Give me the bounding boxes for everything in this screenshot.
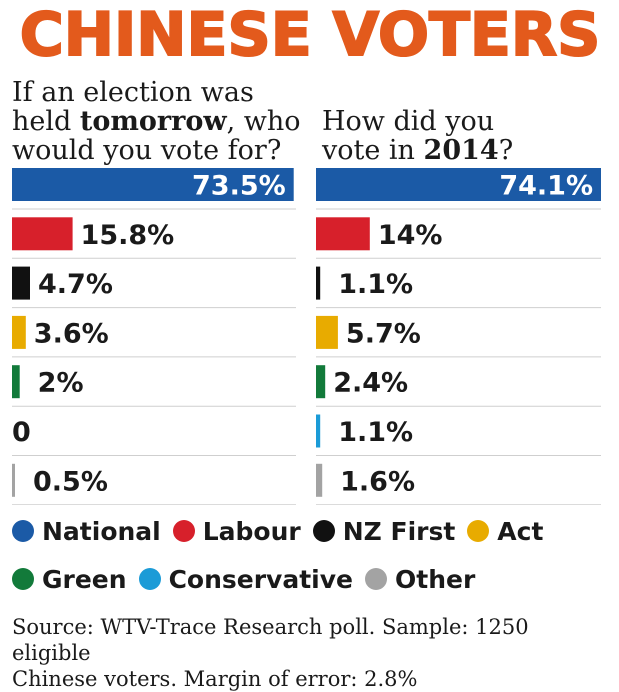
question-text: vote in <box>322 135 424 166</box>
bar-in-2014-labour <box>316 217 370 251</box>
data-label-tomorrow-act: 3.6% <box>34 318 109 349</box>
bar-tomorrow-other <box>12 463 15 497</box>
question-line: held tomorrow, who <box>12 107 302 136</box>
bar-in-2014-conservative <box>316 414 321 448</box>
question-line: would you vote for? <box>12 135 282 166</box>
source-line: Source: WTV-Trace Research poll. Sample:… <box>12 615 529 665</box>
legend-label: Other <box>395 565 476 594</box>
source-line: Chinese voters. Margin of error: 2.8% <box>12 667 418 691</box>
bar-in-2014-green <box>316 365 326 399</box>
legend-dot-icon <box>365 568 387 590</box>
legend-dot-icon <box>312 520 335 542</box>
bar-tomorrow-national <box>12 168 294 201</box>
source-note: Source: WTV-Trace Research poll. Sample:… <box>12 614 612 692</box>
legend-dot-icon <box>467 520 490 542</box>
data-label-in-2014-labour: 14% <box>378 220 443 251</box>
bar-tomorrow-labour <box>12 217 73 251</box>
legend-label: Conservative <box>168 565 353 594</box>
legend-label: Act <box>497 517 544 546</box>
bar-in-2014-nz-first <box>316 266 321 300</box>
legend-item-conservative: Conservative <box>138 556 353 604</box>
data-label-in-2014-nz-first: 1.1% <box>338 269 413 300</box>
bar-tomorrow-act <box>12 315 26 349</box>
data-label-tomorrow-green: 2% <box>38 368 84 399</box>
question-text: held <box>12 106 80 137</box>
data-label-in-2014-act: 5.7% <box>346 318 421 349</box>
legend-item-act: Act <box>467 508 543 556</box>
legend-label: Labour <box>202 517 301 546</box>
legend-item-labour: Labour <box>172 508 301 556</box>
question-line: If an election was <box>12 77 254 108</box>
bar-tomorrow-green <box>12 365 20 399</box>
legend-label: NZ First <box>342 517 456 546</box>
legend-dot-icon <box>138 568 161 590</box>
data-label-tomorrow-labour: 15.8% <box>81 220 175 251</box>
bar-tomorrow-nz-first <box>12 266 30 300</box>
legend-item-national: National <box>12 508 161 556</box>
data-label-in-2014-conservative: 1.1% <box>338 417 413 448</box>
legend-label: National <box>42 517 161 546</box>
legend-dot-icon <box>12 520 34 542</box>
question-emphasis: tomorrow <box>79 106 227 137</box>
bar-in-2014-national <box>316 168 601 201</box>
legend-label: Green <box>42 565 127 594</box>
question-tomorrow: If an election was held tomorrow, who wo… <box>12 78 302 165</box>
question-2014: How did you vote in 2014? <box>322 107 612 165</box>
legend-dot-icon <box>172 520 195 542</box>
question-text: ? <box>498 135 514 166</box>
chart-title: CHINESE VOTERS <box>19 0 602 71</box>
legend-item-other: Other <box>365 556 475 604</box>
data-label-in-2014-green: 2.4% <box>333 368 408 399</box>
legend-item-nz-first: NZ First <box>312 508 456 556</box>
legend-dot-icon <box>12 568 34 590</box>
data-label-tomorrow-conservative: 0 <box>12 417 31 448</box>
data-label-in-2014-other: 1.6% <box>340 466 415 497</box>
data-label-tomorrow-other: 0.5% <box>33 466 108 497</box>
legend: National Labour NZ First Act Green Conservati… <box>12 508 612 604</box>
bar-in-2014-act <box>316 315 338 349</box>
legend-item-green: Green <box>12 556 127 604</box>
data-label-in-2014-national: 74.1% <box>499 171 593 202</box>
question-line: How did you <box>322 106 495 137</box>
data-label-tomorrow-national: 73.5% <box>192 171 286 202</box>
bar-in-2014-other <box>316 463 323 497</box>
bar-chart: 73.5% 15.8% 4.7% 3.6% 2%00.5% 74.1% 14% 1.1% 5.7… <box>12 168 601 505</box>
question-text: , who <box>226 106 301 137</box>
question-line: vote in 2014? <box>322 136 612 165</box>
question-emphasis: 2014 <box>423 135 499 166</box>
data-label-tomorrow-nz-first: 4.7% <box>38 269 113 300</box>
